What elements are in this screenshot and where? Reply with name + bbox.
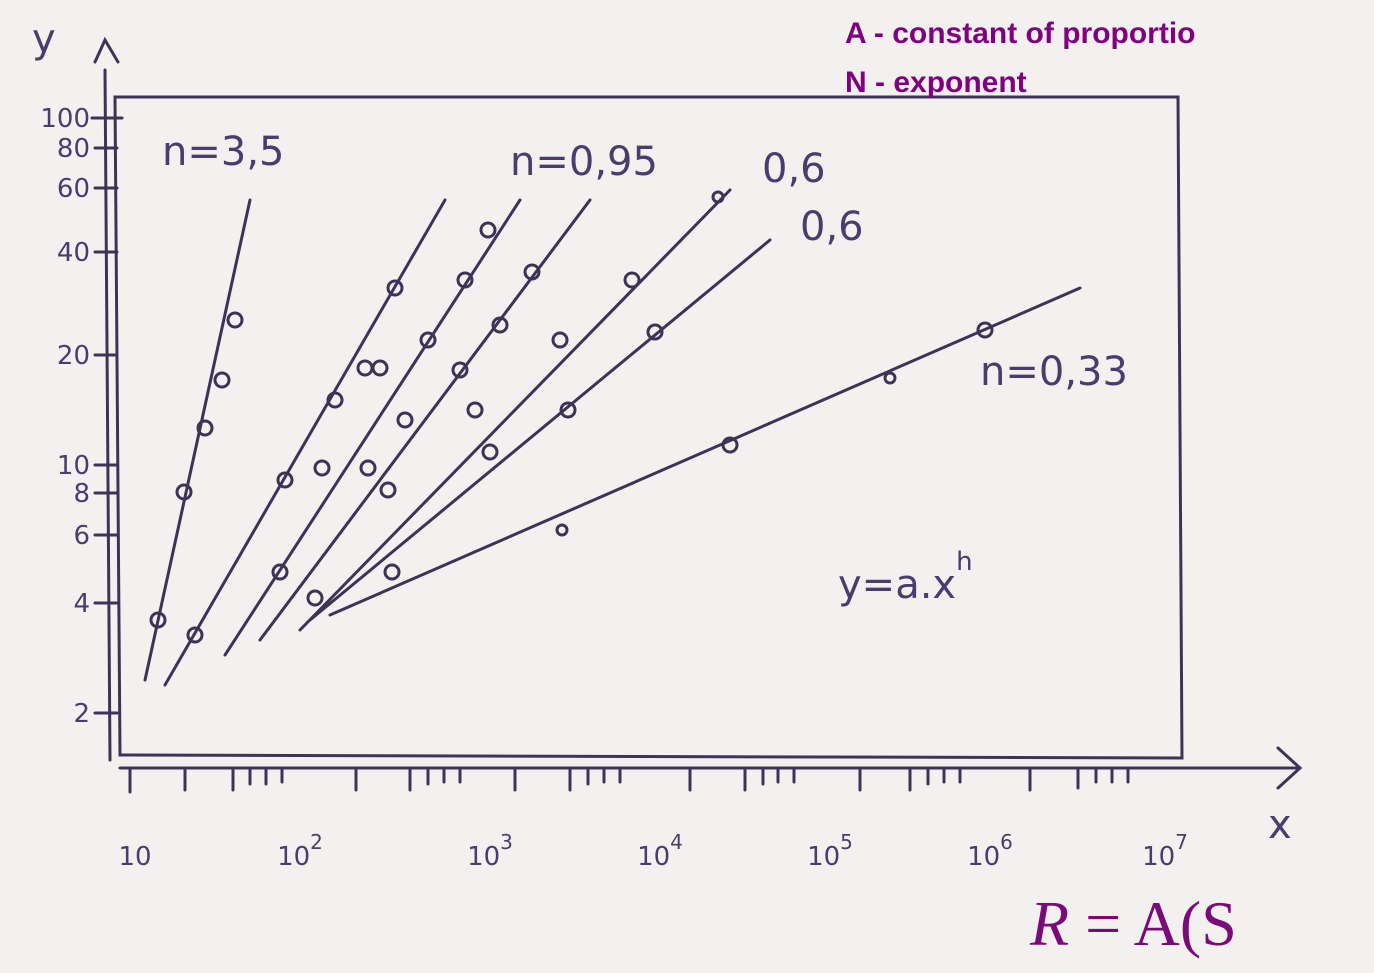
x-tick-exponent: 2 (310, 830, 323, 854)
curve-label: 0,6 (800, 204, 864, 250)
equation-base: y=a.x (838, 562, 956, 608)
equation-exponent: h (956, 547, 972, 577)
y-tick-label: 4 (73, 589, 90, 619)
x-tick-base: 10 (467, 842, 500, 872)
y-tick-label: 60 (57, 174, 90, 204)
curve-label: n=0,95 (510, 139, 658, 185)
x-axis-label: x (1268, 802, 1292, 848)
x-tick-base: 10 (1142, 842, 1175, 872)
x-tick-base: 10 (807, 842, 840, 872)
x-tick-exponent: 5 (840, 830, 853, 854)
y-tick-label: 20 (57, 341, 90, 371)
x-tick-base: 10 (277, 842, 310, 872)
x-tick-base: 10 (118, 842, 151, 872)
curve-label: n=0,33 (980, 349, 1128, 395)
x-tick-exponent: 3 (500, 830, 513, 854)
header-line: N - exponent (845, 66, 1027, 99)
formula: R = A(S (1029, 888, 1237, 959)
y-axis-label: y (32, 16, 56, 62)
x-tick-label: 10 (118, 842, 151, 872)
page: A - constant of proportio N - exponent y… (0, 0, 1374, 973)
formula-lhs: R (1029, 888, 1069, 959)
x-tick-exponent: 7 (1175, 830, 1188, 854)
header-line: A - constant of proportio (845, 17, 1196, 50)
y-tick-label: 40 (57, 238, 90, 268)
y-tick-label: 100 (40, 104, 90, 134)
y-tick-label: 10 (57, 451, 90, 481)
curve-label: n=3,5 (162, 129, 284, 175)
x-tick-exponent: 6 (1000, 830, 1013, 854)
x-tick-exponent: 4 (670, 830, 683, 854)
y-tick-label: 2 (73, 699, 90, 729)
formula-eq: = (1069, 888, 1134, 959)
y-tick-label: 6 (73, 521, 90, 551)
y-tick-label: 8 (73, 479, 90, 509)
formula-rhs: A(S (1134, 888, 1237, 959)
curve-label: 0,6 (762, 146, 826, 192)
x-tick-base: 10 (637, 842, 670, 872)
x-tick-base: 10 (967, 842, 1000, 872)
y-tick-label: 80 (57, 134, 90, 164)
